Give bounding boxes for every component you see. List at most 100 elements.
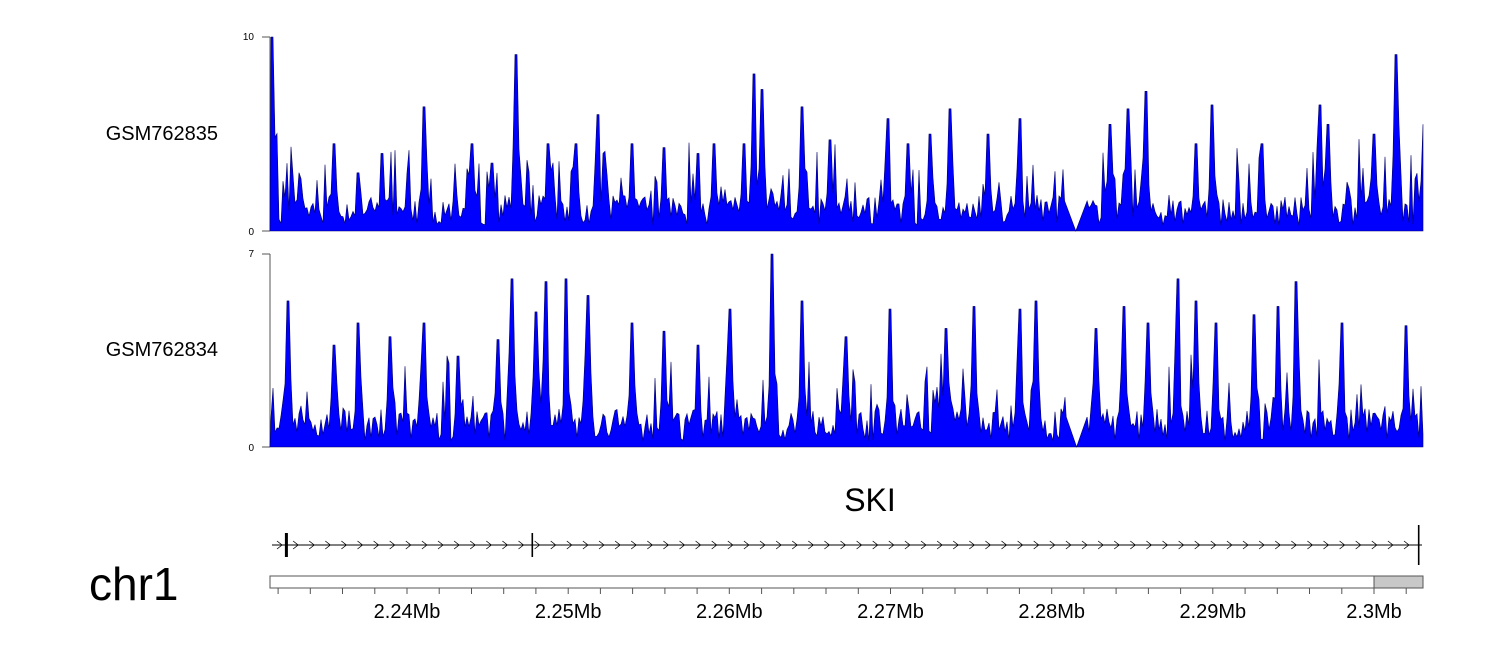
coverage-track-gsm762834: GSM762834 7 0 xyxy=(106,249,1424,454)
strand-arrow xyxy=(1387,540,1394,550)
gene-name-label: SKI xyxy=(844,482,896,518)
coverage-area xyxy=(269,253,1424,448)
strand-arrow xyxy=(437,540,444,550)
coverage-area xyxy=(269,36,1424,232)
strand-arrow xyxy=(614,540,621,550)
strand-arrow xyxy=(920,540,927,550)
strand-arrow xyxy=(952,540,959,550)
x-tick-label: 2.25Mb xyxy=(535,601,602,623)
strand-arrow xyxy=(824,540,831,550)
strand-arrow xyxy=(421,540,428,550)
y-tick-label-max: 10 xyxy=(243,32,255,43)
x-tick-label: 2.29Mb xyxy=(1179,601,1246,623)
strand-arrow xyxy=(566,540,573,550)
x-tick-label: 2.27Mb xyxy=(857,601,924,623)
strand-arrow xyxy=(469,540,476,550)
strand-arrow xyxy=(663,540,670,550)
strand-arrow xyxy=(856,540,863,550)
strand-arrow xyxy=(1178,540,1185,550)
strand-arrow xyxy=(1033,540,1040,550)
chromosome-label: chr1 xyxy=(89,558,178,610)
strand-arrow xyxy=(341,540,348,550)
strand-arrow xyxy=(357,540,364,550)
strand-arrow xyxy=(904,540,911,550)
strand-arrow xyxy=(1258,540,1265,550)
exon-mark xyxy=(284,533,288,557)
strand-arrow xyxy=(1339,540,1346,550)
strand-arrow xyxy=(695,540,702,550)
strand-arrow xyxy=(1371,540,1378,550)
track-label-gsm762834: GSM762834 xyxy=(106,339,218,361)
ideogram-highlight xyxy=(1373,575,1424,589)
x-tick-label: 2.3Mb xyxy=(1346,601,1402,623)
strand-arrow xyxy=(325,540,331,550)
strand-arrow xyxy=(1194,540,1201,550)
strand-arrow xyxy=(389,540,396,550)
strand-arrow xyxy=(1355,540,1362,550)
strand-arrow xyxy=(373,540,380,550)
strand-arrow xyxy=(1081,540,1088,550)
exon-mark xyxy=(1417,525,1420,565)
strand-arrow xyxy=(582,540,589,550)
strand-arrow xyxy=(518,540,525,550)
strand-arrow xyxy=(1274,540,1281,550)
y-tick-label-min: 0 xyxy=(248,227,254,238)
x-axis-ticks: 2.24Mb 2.25Mb 2.26Mb 2.27Mb 2.28Mb 2.29Mb 2.3M… xyxy=(277,588,1407,623)
strand-arrow xyxy=(840,540,847,550)
strand-arrow xyxy=(647,540,653,550)
strand-arrow xyxy=(308,540,315,550)
strand-arrow xyxy=(808,540,814,550)
strand-arrow xyxy=(630,540,637,550)
x-tick-label: 2.28Mb xyxy=(1018,601,1085,623)
strand-arrow xyxy=(1017,540,1024,550)
y-tick-label-max: 7 xyxy=(248,249,254,260)
strand-arrow xyxy=(453,540,460,550)
strand-arrow xyxy=(534,540,541,550)
strand-arrow xyxy=(679,540,686,550)
strand-arrow xyxy=(1403,540,1410,550)
strand-arrow xyxy=(791,540,798,550)
strand-arrow xyxy=(502,540,509,550)
y-tick-label-min: 0 xyxy=(248,443,254,454)
chromosome-axis-track: chr1 2.24Mb 2.25Mb 2.26Mb 2.27Mb 2.28Mb 2.29M… xyxy=(89,558,1424,623)
strand-arrow xyxy=(1097,540,1104,550)
strand-arrow xyxy=(1113,540,1120,550)
strand-arrow xyxy=(550,540,557,550)
strand-arrow xyxy=(1226,540,1233,550)
x-tick-label: 2.26Mb xyxy=(696,601,763,623)
strand-arrow xyxy=(969,540,975,550)
strand-arrow xyxy=(1307,540,1314,550)
track-label-gsm762835: GSM762835 xyxy=(106,123,218,145)
strand-arrow xyxy=(711,540,718,550)
coverage-track-gsm762835: GSM762835 10 0 xyxy=(106,32,1424,238)
ideogram-bar xyxy=(269,575,1424,589)
strand-arrow xyxy=(775,540,782,550)
strand-arrow xyxy=(1210,540,1217,550)
strand-arrow xyxy=(292,540,299,550)
strand-arrow xyxy=(1162,540,1169,550)
exon-marks xyxy=(284,525,1420,565)
strand-arrow xyxy=(936,540,943,550)
strand-arrow xyxy=(1291,540,1297,550)
x-tick-label: 2.24Mb xyxy=(374,601,441,623)
strand-arrows xyxy=(276,540,1410,550)
strand-arrow xyxy=(759,540,766,550)
strand-arrow xyxy=(1065,540,1072,550)
strand-arrow xyxy=(1146,540,1153,550)
strand-arrow xyxy=(486,540,492,550)
strand-arrow xyxy=(1049,540,1056,550)
exon-mark xyxy=(531,533,534,557)
strand-arrow xyxy=(888,540,895,550)
strand-arrow xyxy=(743,540,750,550)
strand-arrow xyxy=(1130,540,1136,550)
strand-arrow xyxy=(985,540,992,550)
strand-arrow xyxy=(727,540,734,550)
strand-arrow xyxy=(276,540,283,550)
strand-arrow xyxy=(872,540,879,550)
gene-track: SKI xyxy=(272,482,1422,565)
strand-arrow xyxy=(1242,540,1249,550)
strand-arrow xyxy=(598,540,605,550)
strand-arrow xyxy=(1001,540,1008,550)
